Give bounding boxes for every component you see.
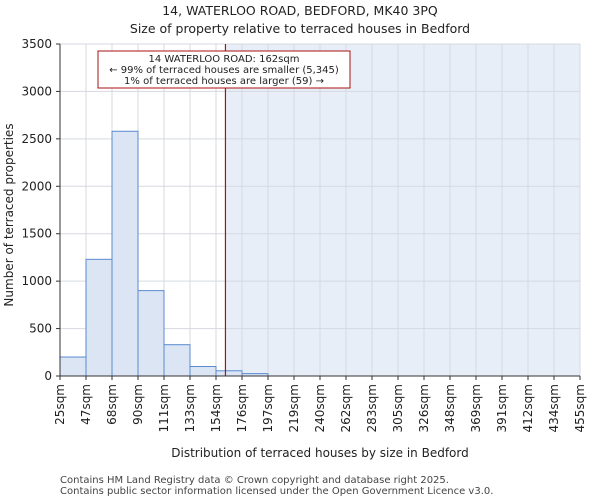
footer-line-2: Contains public sector information licen… [60,486,493,497]
x-tick-label: 133sqm [183,384,197,432]
y-tick-label: 2000 [21,179,52,193]
x-tick-label: 391sqm [495,384,509,432]
x-tick-label: 111sqm [157,384,171,432]
histogram-bar [189,366,217,377]
y-tick-label: 500 [29,322,52,336]
y-axis-label: Number of terraced properties [2,123,16,306]
annotation-line-2: ← 99% of terraced houses are smaller (5,… [109,65,339,76]
histogram-bar [215,370,243,377]
x-tick-label: 326sqm [417,384,431,432]
x-tick-label: 305sqm [391,384,405,432]
histogram-bar [111,130,139,377]
x-tick-label: 434sqm [547,384,561,432]
footer-line-1: Contains HM Land Registry data © Crown c… [60,475,449,486]
histogram-bar [59,356,87,377]
x-tick-label: 25sqm [53,384,67,425]
y-tick-label: 1500 [21,227,52,241]
x-tick-label: 90sqm [131,384,145,425]
x-tick-label: 47sqm [79,384,93,425]
y-tick-label: 1000 [21,274,52,288]
x-tick-label: 197sqm [261,384,275,432]
chart-title: 14, WATERLOO ROAD, BEDFORD, MK40 3PQ [162,3,438,18]
x-tick-label: 348sqm [443,384,457,432]
annotation-line-1: 14 WATERLOO ROAD: 162sqm [149,54,300,65]
histogram-bar [137,290,165,377]
x-tick-label: 240sqm [313,384,327,432]
histogram-bar [85,258,113,377]
x-tick-label: 219sqm [287,384,301,432]
y-tick-label: 2500 [21,132,52,146]
x-tick-label: 262sqm [339,384,353,432]
x-tick-label: 68sqm [105,384,119,425]
larger-region-shade [225,44,581,376]
x-tick-label: 412sqm [521,384,535,432]
chart-subtitle: Size of property relative to terraced ho… [130,21,470,36]
x-tick-label: 176sqm [235,384,249,432]
x-tick-label: 455sqm [573,384,587,432]
x-tick-label: 283sqm [365,384,379,432]
y-tick-label: 0 [44,369,52,383]
x-axis-label: Distribution of terraced houses by size … [171,446,468,460]
histogram-bar [163,344,191,377]
x-tick-label: 369sqm [469,384,483,432]
x-tick-label: 154sqm [209,384,223,432]
y-tick-label: 3500 [21,37,52,51]
y-tick-label: 3000 [21,84,52,98]
annotation-box: 14 WATERLOO ROAD: 162sqm ← 99% of terrac… [97,50,351,89]
annotation-line-3: 1% of terraced houses are larger (59) → [124,76,324,87]
